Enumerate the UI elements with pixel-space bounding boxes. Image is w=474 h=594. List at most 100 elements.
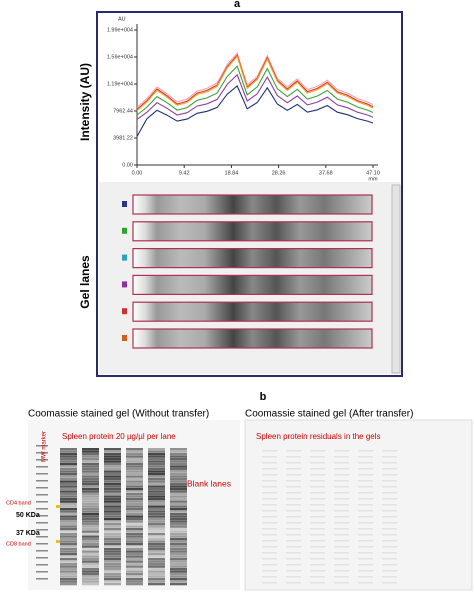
residual-band	[382, 558, 397, 560]
residual-band	[382, 564, 397, 566]
residual-band	[382, 450, 397, 452]
protein-band	[126, 568, 143, 571]
protein-band	[104, 550, 121, 553]
residual-band	[382, 534, 397, 536]
protein-band	[148, 565, 165, 568]
residual-band	[262, 450, 277, 452]
residual-band	[310, 558, 325, 560]
protein-band	[60, 530, 77, 533]
residual-band	[310, 552, 325, 554]
protein-band	[104, 525, 121, 528]
residual-band	[358, 492, 373, 494]
protein-band	[126, 523, 143, 526]
residual-band	[334, 468, 349, 470]
protein-band	[126, 563, 143, 566]
protein-band	[60, 515, 77, 518]
protein-band	[148, 493, 165, 496]
marker-band	[36, 452, 48, 454]
residual-band	[358, 552, 373, 554]
residual-band	[286, 516, 301, 518]
scrollbar	[391, 184, 401, 374]
protein-band	[82, 450, 99, 453]
residual-band	[262, 576, 277, 578]
residual-band	[310, 462, 325, 464]
protein-band	[170, 528, 187, 531]
note: Spleen protein 20 µg/µl per lane	[62, 432, 176, 441]
residual-band	[334, 462, 349, 464]
protein-band	[104, 580, 121, 583]
protein-band	[126, 478, 143, 481]
protein-band	[60, 570, 77, 573]
lane-marker	[122, 281, 127, 288]
protein-band	[170, 475, 187, 478]
protein-band	[126, 460, 143, 463]
marker-band	[36, 536, 48, 538]
residual-band	[382, 498, 397, 500]
protein-band	[82, 500, 99, 503]
protein-band	[104, 565, 121, 568]
protein-band	[104, 473, 121, 476]
residual-band	[334, 510, 349, 512]
residual-band	[358, 582, 373, 584]
protein-band	[170, 570, 187, 573]
protein-band	[170, 495, 187, 498]
protein-band	[126, 508, 143, 511]
protein-band	[60, 558, 77, 561]
residual-band	[286, 498, 301, 500]
protein-band	[148, 553, 165, 556]
residual-band	[262, 552, 277, 554]
protein-band	[60, 458, 77, 461]
protein-band	[104, 563, 121, 566]
protein-band	[126, 555, 143, 558]
protein-band	[170, 548, 187, 551]
protein-band	[60, 518, 77, 521]
protein-band	[60, 465, 77, 468]
protein-band	[82, 478, 99, 481]
protein-band	[82, 558, 99, 561]
x-unit: mm	[368, 176, 378, 182]
protein-band	[82, 540, 99, 543]
residual-band	[382, 528, 397, 530]
protein-band	[60, 463, 77, 466]
residual-band	[286, 540, 301, 542]
protein-band	[82, 553, 99, 556]
mw-tick: 37 KDa	[16, 530, 40, 537]
protein-band	[104, 513, 121, 516]
protein-band	[82, 475, 99, 478]
residual-band	[334, 564, 349, 566]
protein-band	[60, 548, 77, 551]
residual-band	[310, 510, 325, 512]
residual-band	[358, 558, 373, 560]
residual-band	[262, 462, 277, 464]
protein-band	[126, 448, 143, 451]
protein-band	[104, 465, 121, 468]
residual-band	[286, 570, 301, 572]
protein-band	[60, 503, 77, 506]
residual-band	[334, 582, 349, 584]
x-tick-label: 37.68	[319, 170, 333, 176]
protein-band	[104, 530, 121, 533]
residual-band	[334, 474, 349, 476]
protein-band	[170, 568, 187, 571]
protein-band	[82, 548, 99, 551]
protein-band	[126, 553, 143, 556]
protein-band	[148, 575, 165, 578]
protein-band	[170, 510, 187, 513]
protein-band	[170, 560, 187, 563]
residual-band	[286, 486, 301, 488]
marker-band	[36, 557, 48, 559]
residual-band	[334, 528, 349, 530]
protein-band	[170, 530, 187, 533]
residual-band	[334, 522, 349, 524]
protein-band	[104, 553, 121, 556]
residual-band	[382, 456, 397, 458]
protein-band	[60, 555, 77, 558]
residual-band	[262, 558, 277, 560]
protein-band	[126, 495, 143, 498]
protein-band	[170, 490, 187, 493]
residual-band	[358, 486, 373, 488]
protein-band	[170, 515, 187, 518]
protein-band	[170, 463, 187, 466]
residual-band	[334, 492, 349, 494]
protein-band	[126, 500, 143, 503]
